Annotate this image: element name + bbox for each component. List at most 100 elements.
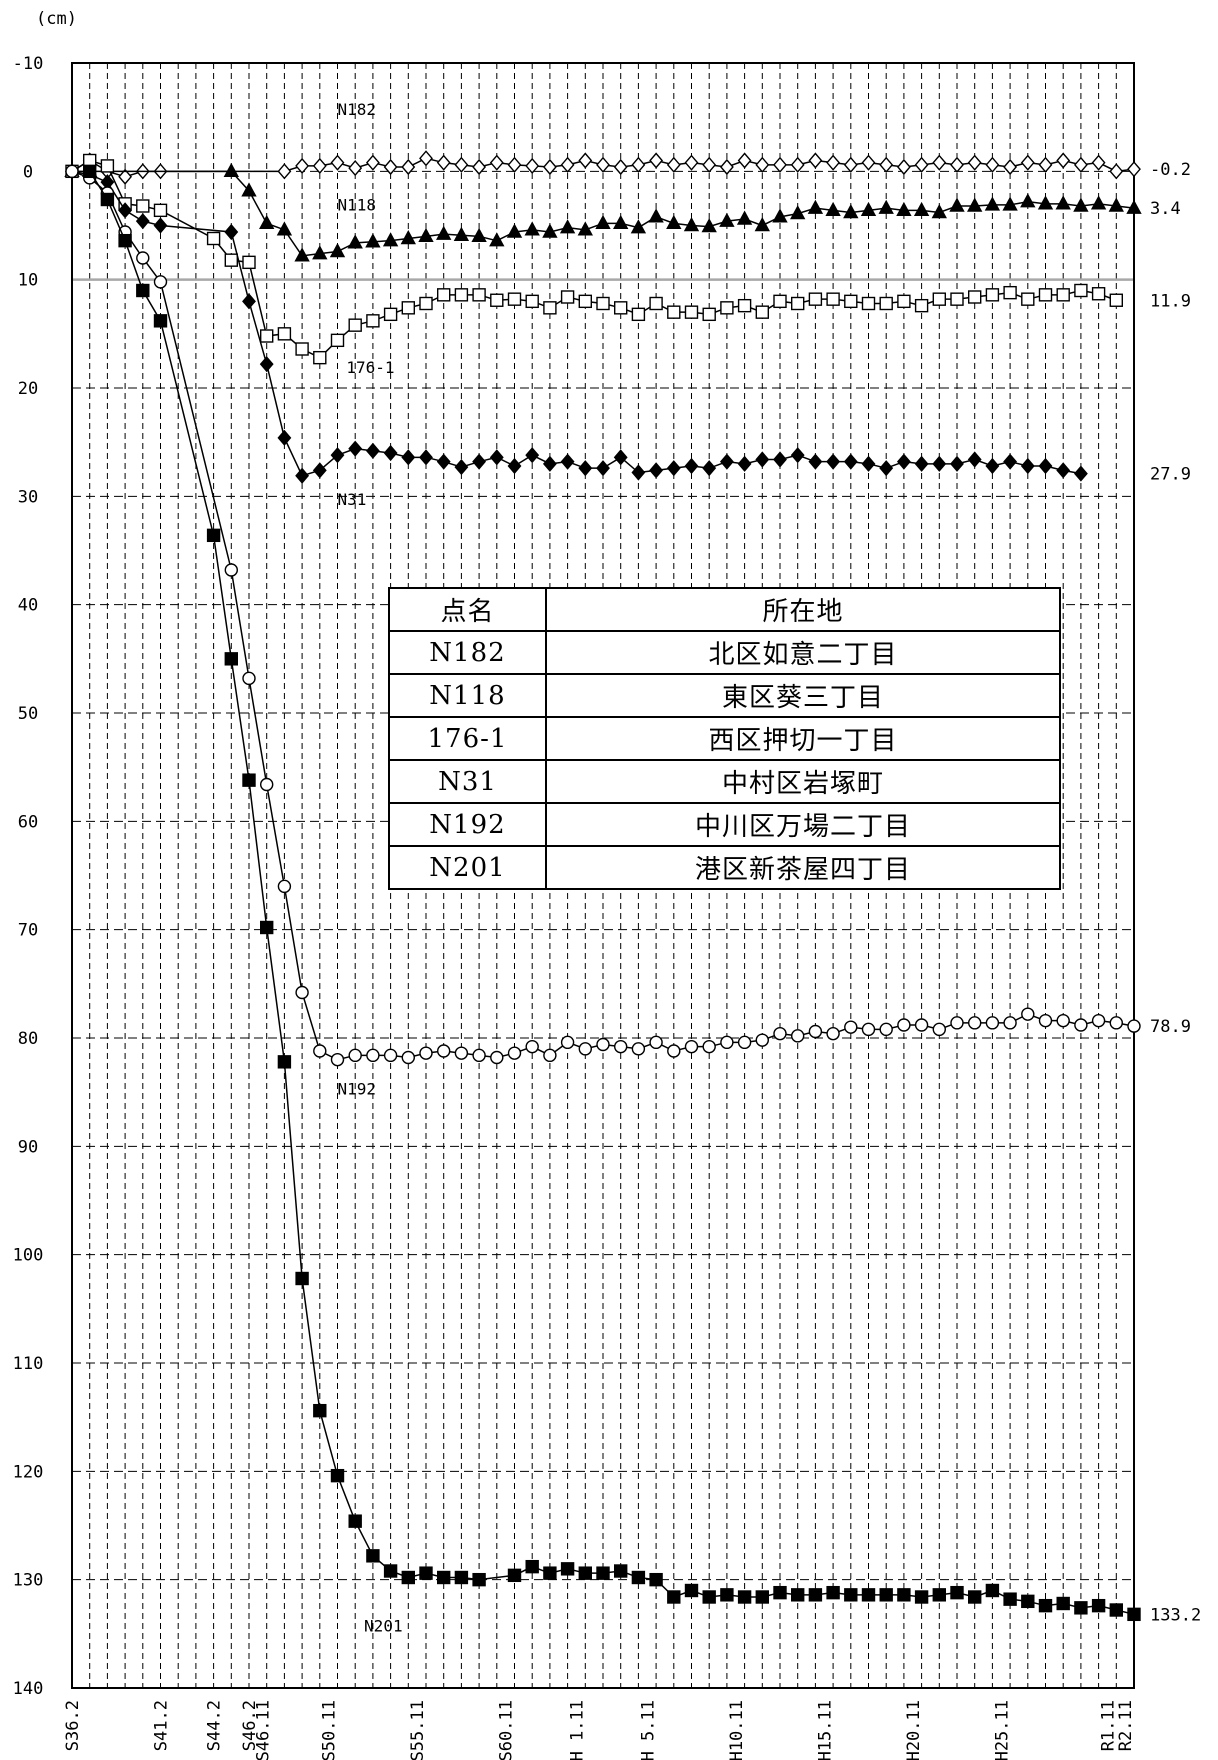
end-value-label: 78.9 bbox=[1150, 1017, 1191, 1037]
series-n118-point bbox=[896, 201, 912, 217]
series-n31-point bbox=[773, 451, 787, 468]
series-n201-point bbox=[242, 773, 256, 787]
series-n118-point bbox=[1037, 195, 1054, 210]
series-n182-point bbox=[1091, 154, 1106, 171]
series-176-1-point bbox=[1074, 283, 1088, 298]
series-n118-point bbox=[524, 221, 540, 236]
series-n192-point bbox=[596, 1037, 610, 1052]
series-n192-point bbox=[348, 1048, 362, 1063]
series-n201-point bbox=[755, 1590, 769, 1604]
series-n182-point bbox=[843, 156, 858, 173]
x-tick-label: R2.11 bbox=[1116, 1700, 1136, 1751]
series-176-1-point bbox=[720, 301, 734, 315]
series-n192-point bbox=[383, 1048, 398, 1063]
series-n201-point bbox=[260, 920, 274, 935]
series-176-1-point bbox=[879, 296, 893, 311]
series-176-1-line bbox=[71, 159, 1117, 359]
series-n192-point bbox=[578, 1042, 592, 1056]
series-n182-point bbox=[790, 156, 805, 173]
series-n118-point bbox=[241, 182, 257, 197]
series-n201-point bbox=[543, 1566, 557, 1580]
series-n118-point bbox=[1020, 193, 1036, 208]
y-tick-label: 120 bbox=[13, 1462, 44, 1482]
series-176-1-point bbox=[968, 290, 982, 304]
series-n31-point bbox=[454, 459, 469, 476]
series-n182-point bbox=[861, 154, 876, 171]
series-n182-point bbox=[277, 163, 292, 180]
series-n118-point bbox=[860, 201, 877, 217]
unit-label: (cm) bbox=[36, 9, 77, 29]
series-n182-point bbox=[118, 168, 133, 185]
series-n201-point bbox=[631, 1570, 646, 1585]
series-n182-point bbox=[542, 158, 557, 176]
series-176-1-point bbox=[578, 294, 592, 309]
series-n201-point bbox=[614, 1564, 628, 1578]
series-n201-point bbox=[985, 1583, 1000, 1598]
series-name-label: N192 bbox=[338, 1079, 377, 1098]
series-n118-point bbox=[648, 208, 664, 223]
series-name-label: N118 bbox=[338, 195, 377, 214]
series-176-1-point bbox=[1038, 288, 1053, 302]
series-176-1-point bbox=[1056, 288, 1070, 302]
series-176-1-point bbox=[826, 292, 840, 306]
series-n31-point bbox=[560, 453, 575, 470]
series-n31-point bbox=[259, 356, 274, 373]
series-n31-point bbox=[348, 440, 363, 457]
x-tick-label: S36.2 bbox=[63, 1700, 83, 1751]
series-n201 bbox=[82, 164, 1141, 1622]
series-n192-point bbox=[1021, 1007, 1035, 1021]
legend-point-location: 港区新茶屋四丁目 bbox=[545, 845, 1061, 890]
series-176-1-point bbox=[383, 307, 398, 322]
series-n182-point bbox=[295, 157, 310, 174]
series-n192-point bbox=[525, 1039, 539, 1054]
series-n31-point bbox=[950, 455, 964, 472]
series-n118-point bbox=[418, 227, 434, 243]
series-n182-point bbox=[1073, 156, 1088, 173]
series-n192-point bbox=[844, 1020, 858, 1034]
series-176-1-point bbox=[242, 255, 256, 270]
series-176-1-point bbox=[277, 327, 292, 341]
series-176-1-point bbox=[295, 342, 309, 356]
series-n31-point bbox=[967, 451, 982, 468]
series-176-1-point bbox=[224, 253, 239, 267]
y-tick-label: 90 bbox=[18, 1137, 38, 1157]
series-n201-point bbox=[366, 1549, 380, 1563]
series-n192-point bbox=[136, 251, 150, 265]
legend-point-location: 中川区万場二丁目 bbox=[545, 802, 1061, 847]
series-n182-point bbox=[879, 156, 894, 173]
series-n192-point bbox=[419, 1046, 433, 1060]
series-176-1-point bbox=[808, 292, 823, 306]
series-n31-point bbox=[277, 429, 292, 446]
legend-point-name: N201 bbox=[388, 845, 547, 890]
series-n31-point bbox=[224, 223, 239, 241]
series-176-1-point bbox=[755, 305, 769, 319]
plot-frame bbox=[71, 62, 1135, 1689]
series-n192-point bbox=[366, 1048, 380, 1063]
legend-table: 点名 所在地 N182 北区如意二丁目 N118 東区葵三丁目 176-1 西区… bbox=[388, 587, 1061, 890]
series-n31-point bbox=[613, 449, 628, 466]
series-n201-point bbox=[702, 1590, 716, 1604]
series-176-1-point bbox=[737, 298, 752, 313]
series-n118-point bbox=[825, 201, 841, 217]
series-n118-point bbox=[577, 221, 593, 236]
series-n118-point bbox=[400, 230, 416, 245]
series-n192-point bbox=[791, 1029, 805, 1043]
series-n182-point bbox=[950, 156, 964, 173]
series-n182-point bbox=[737, 152, 752, 169]
y-tick-label: 20 bbox=[18, 379, 38, 399]
series-n201-point bbox=[737, 1590, 752, 1604]
series-n201-point bbox=[1056, 1596, 1070, 1611]
series-n192-point bbox=[950, 1016, 964, 1030]
series-n201-point bbox=[1021, 1594, 1035, 1609]
series-n201-point bbox=[861, 1588, 876, 1602]
series-n201-point bbox=[277, 1055, 292, 1069]
x-tick-label: S55.11 bbox=[408, 1700, 428, 1760]
series-176-1-point bbox=[543, 301, 557, 315]
legend-row: 176-1 西区押切一丁目 bbox=[388, 716, 1061, 761]
series-n118-point bbox=[967, 197, 983, 212]
series-176-1-point bbox=[472, 288, 486, 302]
y-tick-label: 140 bbox=[13, 1679, 44, 1699]
series-n31-point bbox=[436, 453, 451, 470]
series-176-1-point bbox=[897, 294, 911, 309]
